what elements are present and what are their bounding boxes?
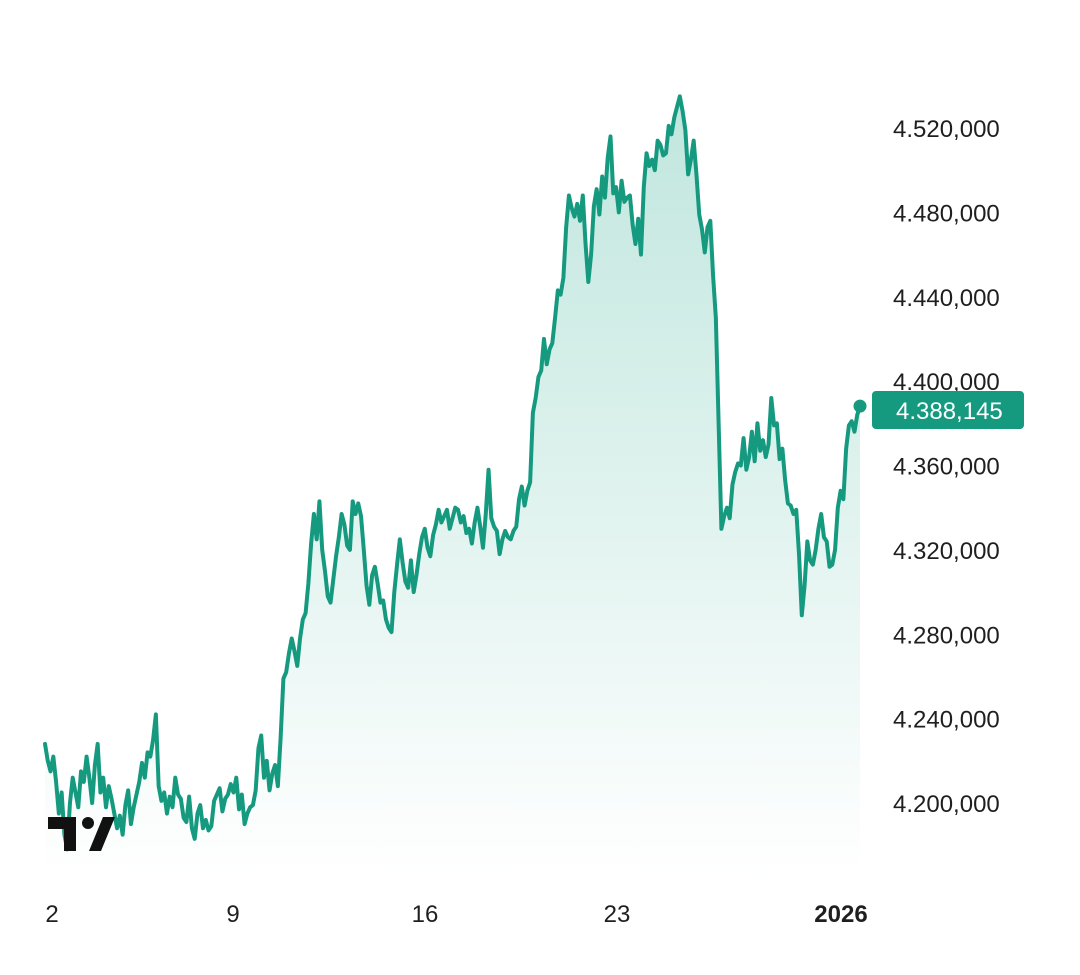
y-tick-label: 4.480,000 bbox=[893, 200, 1000, 227]
tradingview-logo-icon bbox=[48, 817, 115, 851]
y-tick-label: 4.200,000 bbox=[893, 791, 1000, 818]
x-tick-label: 9 bbox=[226, 901, 239, 928]
y-axis: 4.200,000 4.240,000 4.280,000 4.320,000 4.36… bbox=[893, 116, 1000, 818]
x-tick-label: 2026 bbox=[814, 901, 867, 928]
y-tick-label: 4.280,000 bbox=[893, 622, 1000, 649]
y-tick-label: 4.320,000 bbox=[893, 538, 1000, 565]
x-tick-label: 2 bbox=[45, 901, 58, 928]
price-line bbox=[43, 94, 862, 852]
price-area-fill bbox=[45, 96, 860, 876]
plot-area bbox=[43, 94, 867, 876]
last-price-badge: 4.388,145 bbox=[872, 391, 1024, 429]
x-tick-label: 23 bbox=[604, 901, 631, 928]
x-axis: 2 9 16 23 2026 bbox=[45, 901, 867, 928]
y-tick-label: 4.520,000 bbox=[893, 116, 1000, 143]
x-tick-label: 16 bbox=[412, 901, 439, 928]
last-price-label: 4.388,145 bbox=[896, 398, 1003, 425]
y-tick-label: 4.440,000 bbox=[893, 285, 1000, 312]
y-tick-label: 4.240,000 bbox=[893, 707, 1000, 734]
last-price-dot bbox=[853, 399, 867, 413]
y-tick-label: 4.360,000 bbox=[893, 454, 1000, 481]
